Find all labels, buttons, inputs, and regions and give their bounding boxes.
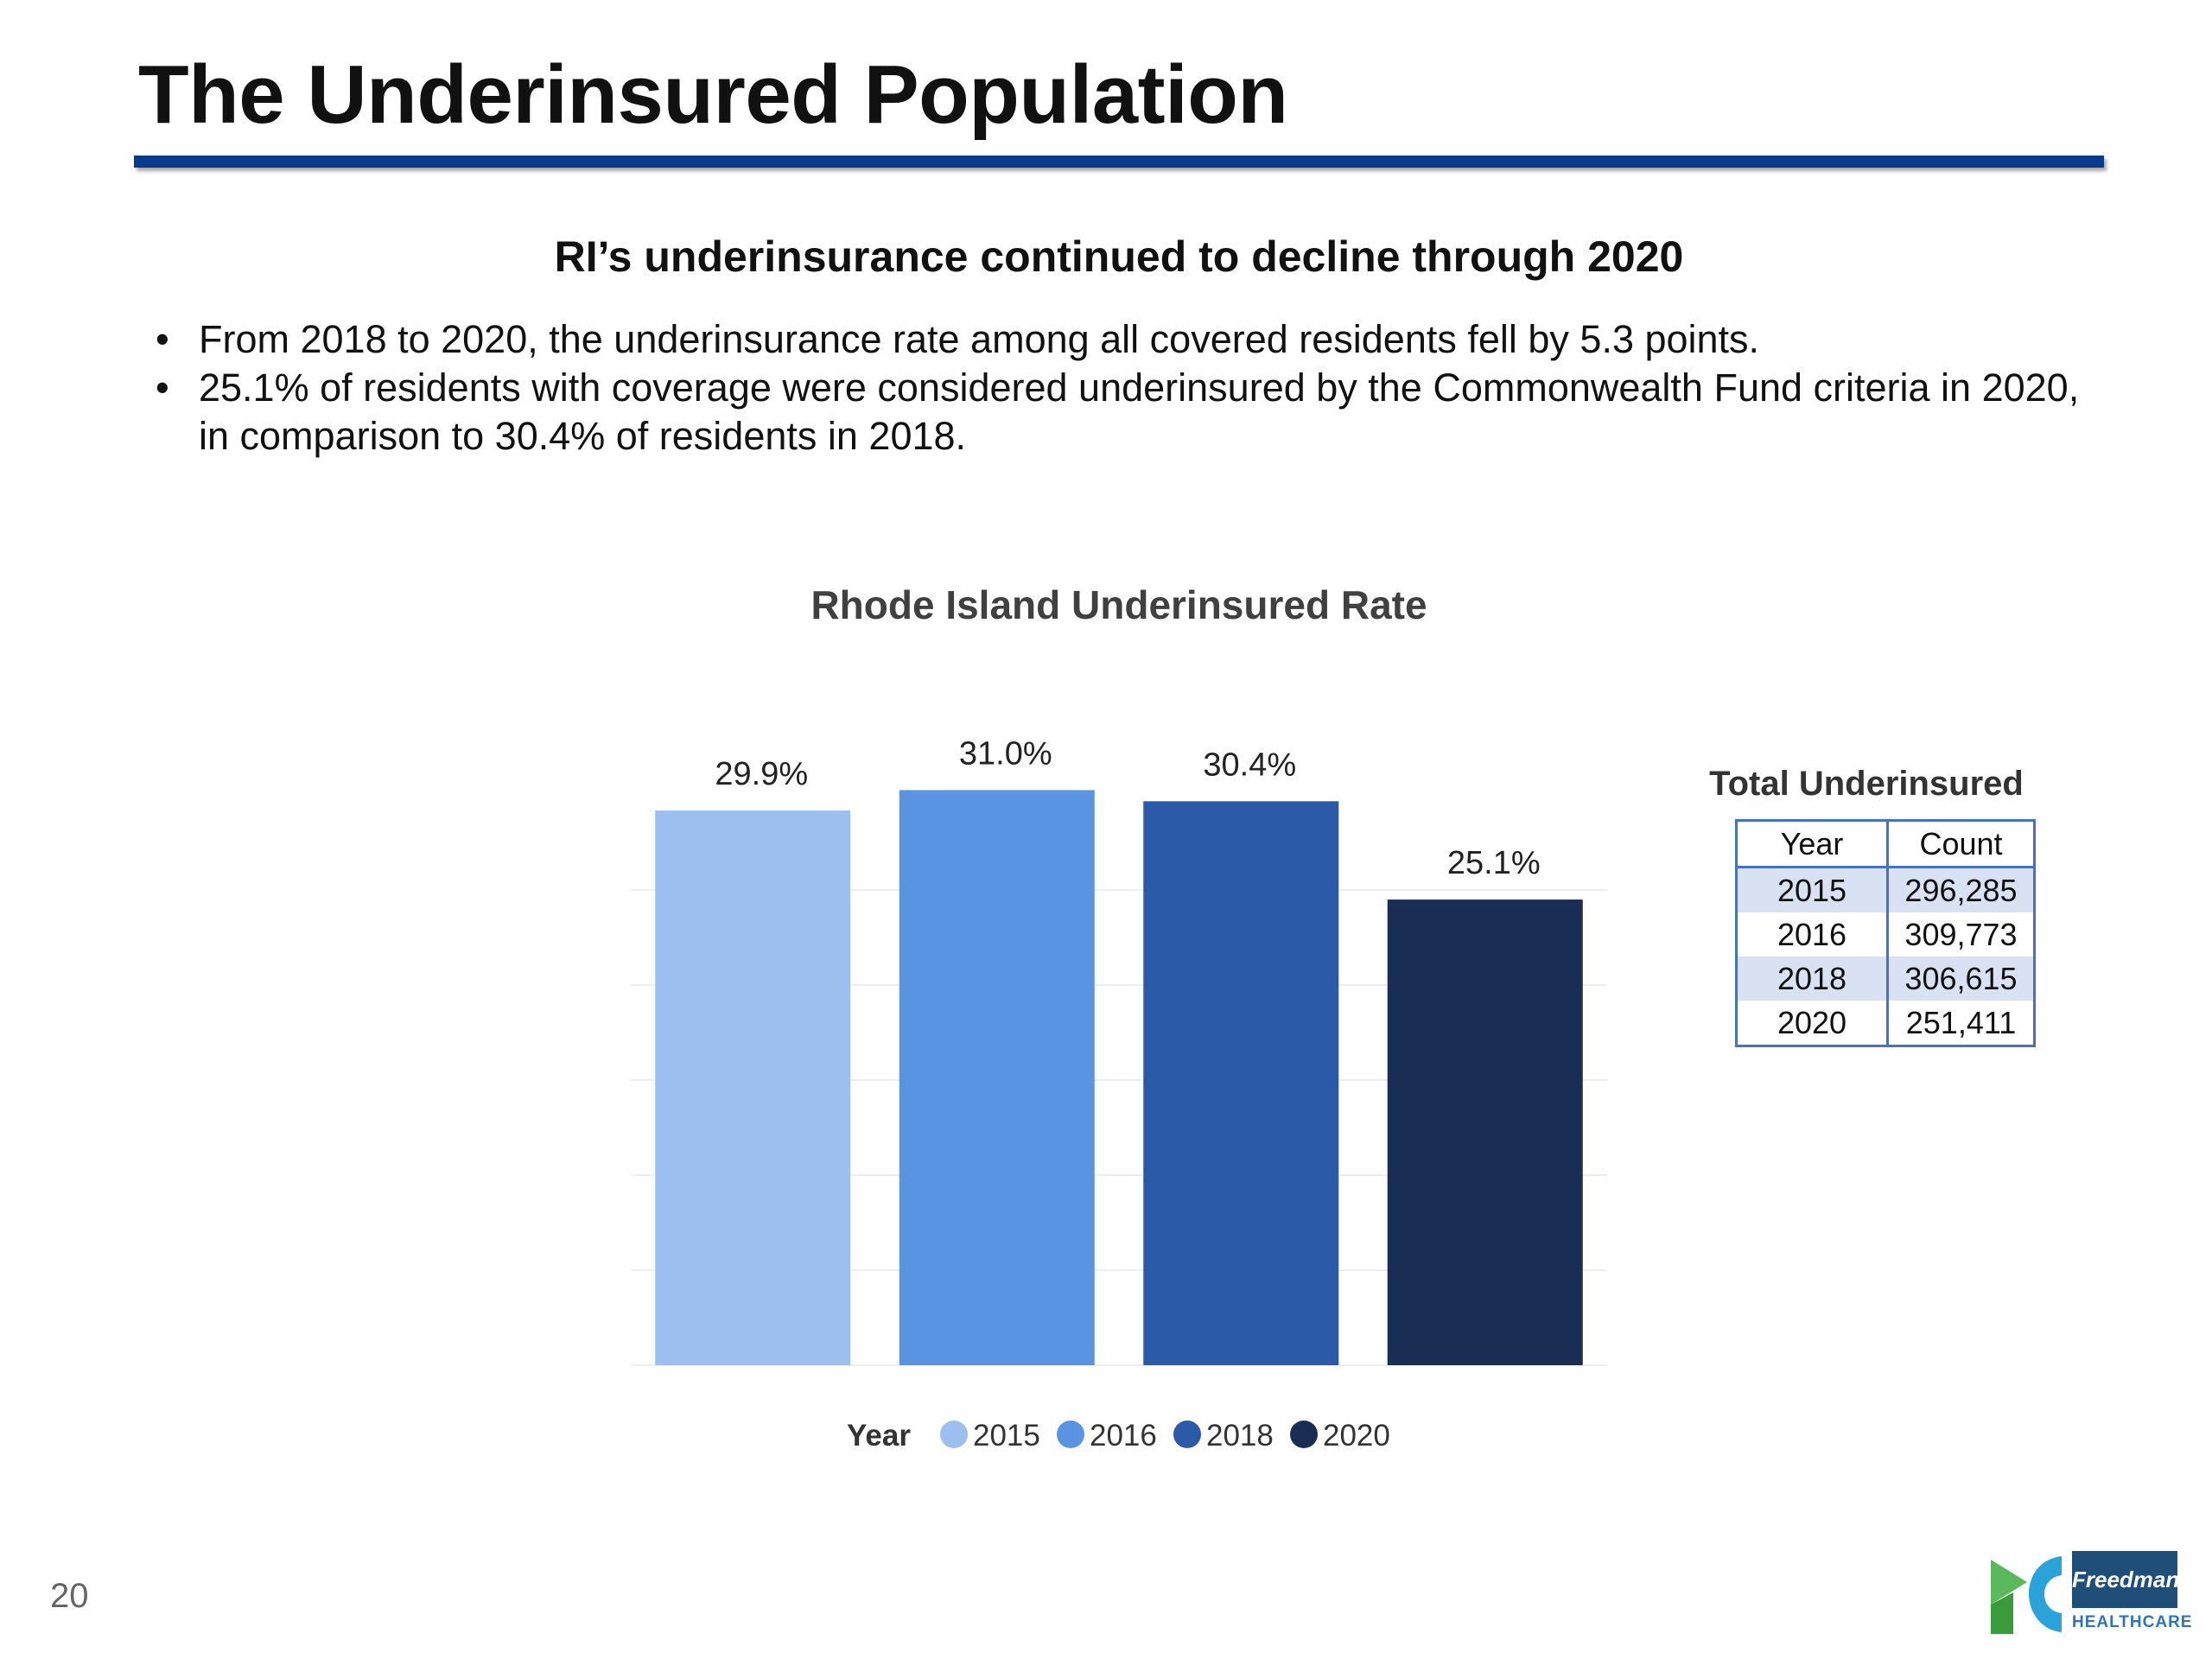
freedman-healthcare-logo: Freedman HEALTHCARE: [2072, 1551, 2193, 1637]
data-label: 31.0%: [959, 735, 1052, 772]
legend-label-2018: 2018: [1206, 1419, 1274, 1452]
data-label: 30.4%: [1203, 747, 1296, 783]
bar-2015: [655, 810, 851, 1365]
legend-label-2016: 2016: [1090, 1419, 1157, 1452]
page-number: 20: [50, 1577, 89, 1615]
logo-brand-name: Freedman: [2072, 1551, 2179, 1608]
data-labels: 29.9% 31.0% 30.4% 25.1%: [715, 735, 1540, 881]
table-title: Total Underinsured: [1709, 765, 2024, 803]
chart-title: Rhode Island Underinsured Rate: [810, 582, 1427, 627]
bullet-dot-icon: •: [156, 317, 169, 361]
logo-brand-sub: HEALTHCARE: [2072, 1613, 2193, 1631]
slide-title: The Underinsured Population: [138, 48, 1288, 141]
table-row: 2016 309,773: [1736, 912, 2035, 957]
legend-marker-2020: [1290, 1421, 1318, 1448]
data-label: 25.1%: [1447, 845, 1541, 881]
table-cell-year: 2015: [1736, 867, 1889, 912]
legend-marker-2018: [1173, 1421, 1201, 1448]
table-cell-count: 296,285: [1887, 867, 2035, 912]
table-row: 2020 251,411: [1736, 1001, 2035, 1046]
table-cell-year: 2018: [1736, 957, 1889, 1001]
healthsource-ri-logo-icon: [1991, 1556, 2062, 1634]
title-divider: [134, 156, 2104, 168]
bullet-text: 25.1% of residents with coverage were co…: [199, 365, 2080, 458]
table-header-row: Year Count: [1736, 820, 2035, 868]
table-cell-count: 251,411: [1905, 1004, 2017, 1040]
legend-marker-2015: [940, 1421, 968, 1448]
bar-2020: [1387, 899, 1583, 1365]
legend-label-2020: 2020: [1323, 1419, 1390, 1452]
legend: Year 2015 2016 2018 2020: [847, 1419, 1390, 1452]
legend-marker-2016: [1057, 1421, 1084, 1448]
bars: [655, 790, 1583, 1365]
data-label: 29.9%: [715, 756, 808, 792]
table-row: 2015 296,285: [1736, 867, 2035, 912]
bullet-item: • From 2018 to 2020, the underinsurance …: [147, 315, 2108, 364]
bullet-item: • 25.1% of residents with coverage were …: [147, 364, 2108, 461]
bullet-text: From 2018 to 2020, the underinsurance ra…: [199, 317, 1760, 361]
table-cell-year: 2020: [1736, 1001, 1889, 1046]
table-header-year: Year: [1736, 820, 1889, 868]
table-cell-count: 309,773: [1904, 916, 2018, 952]
table-row: 2018 306,615: [1736, 957, 2035, 1001]
table-cell-year: 2016: [1736, 912, 1889, 957]
legend-label-2015: 2015: [973, 1419, 1040, 1452]
bar-2016: [899, 790, 1095, 1365]
bar-2018: [1143, 801, 1339, 1365]
table-cell-count: 306,615: [1887, 957, 2035, 1001]
underinsured-count-table: Year Count 2015 296,285 2016 309,773 201…: [1735, 819, 2036, 1047]
slide-subtitle: RI’s underinsurance continued to decline…: [554, 232, 1684, 281]
bullet-dot-icon: •: [156, 365, 169, 410]
legend-title: Year: [847, 1419, 911, 1452]
bar-chart: 29.9% 31.0% 30.4% 25.1% Year 2015 2016 2018 202…: [631, 735, 1607, 1452]
table-header-count: Count: [1887, 820, 2035, 868]
bullet-list: • From 2018 to 2020, the underinsurance …: [147, 315, 2108, 461]
